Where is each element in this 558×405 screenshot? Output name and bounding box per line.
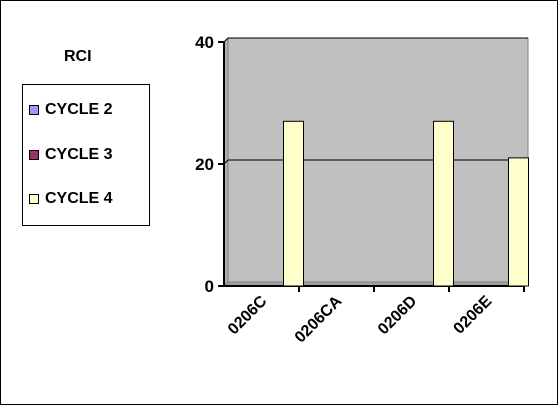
legend-swatch-cycle-2 bbox=[29, 105, 39, 115]
legend-label-cycle-3: CYCLE 3 bbox=[45, 146, 113, 163]
legend-item-cycle-3: CYCLE 3 bbox=[29, 145, 113, 165]
legend-label-cycle-2: CYCLE 2 bbox=[45, 101, 113, 118]
x-tick-label: 0206CA bbox=[292, 292, 346, 346]
bar-cycle-4-0206d bbox=[433, 120, 454, 287]
legend-item-cycle-2: CYCLE 2 bbox=[29, 100, 113, 120]
legend-item-cycle-4: CYCLE 4 bbox=[29, 189, 113, 209]
legend-title: RCI bbox=[64, 48, 92, 65]
legend: CYCLE 2 CYCLE 3 CYCLE 4 bbox=[22, 84, 150, 226]
bar-cycle-4-0206c bbox=[283, 120, 304, 287]
legend-swatch-cycle-3 bbox=[29, 150, 39, 160]
bar-cycle-4-0206e bbox=[508, 157, 529, 287]
y-tick-label: 20 bbox=[195, 155, 214, 174]
legend-swatch-cycle-4 bbox=[29, 194, 39, 204]
x-tick-label: 0206E bbox=[451, 293, 496, 338]
x-tick-label: 0206C bbox=[225, 292, 271, 338]
gridline-diag bbox=[223, 37, 229, 43]
y-tick-label: 0 bbox=[205, 277, 214, 296]
legend-label-cycle-4: CYCLE 4 bbox=[45, 190, 113, 207]
y-tick-label: 40 bbox=[195, 33, 214, 52]
x-tick-label: 0206D bbox=[375, 293, 420, 338]
